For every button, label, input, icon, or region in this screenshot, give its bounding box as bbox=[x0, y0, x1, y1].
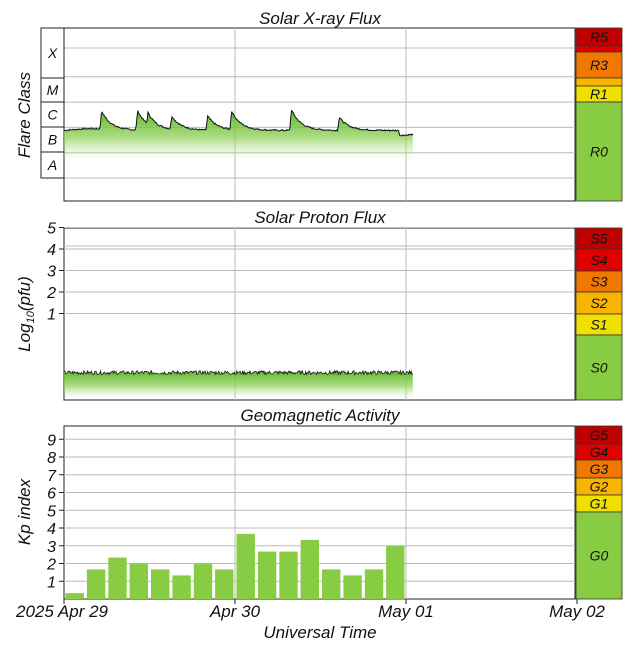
geomag-plot-frame bbox=[63, 425, 576, 600]
proton-grid bbox=[64, 227, 575, 400]
scale-label: R5 bbox=[590, 29, 608, 45]
scale-label: G5 bbox=[590, 427, 609, 443]
kp-bar bbox=[65, 593, 84, 599]
geomag-ylabel: Kp index bbox=[15, 478, 34, 545]
proton-flux-area bbox=[64, 370, 413, 398]
kp-bar bbox=[386, 545, 405, 600]
kp-bars bbox=[65, 533, 405, 600]
scale-label: G2 bbox=[590, 479, 609, 495]
time-tick-label: May 01 bbox=[378, 602, 434, 621]
scale-label: S4 bbox=[590, 252, 607, 268]
kp-tick-label: 7 bbox=[47, 468, 57, 485]
flare-class-label: B bbox=[48, 132, 57, 148]
kp-tick-label: 9 bbox=[47, 432, 56, 449]
xray-flux-area bbox=[64, 110, 413, 160]
flare-class-label: C bbox=[47, 107, 58, 123]
kp-bar bbox=[279, 551, 298, 599]
scale-cell bbox=[575, 101, 623, 202]
proton-y-ticks: 5 4 3 2 1 bbox=[46, 221, 64, 324]
scale-label: R0 bbox=[590, 144, 608, 160]
kp-tick-label: 6 bbox=[47, 486, 56, 503]
kp-bar bbox=[343, 575, 362, 599]
kp-bar bbox=[129, 563, 148, 599]
geomag-grid bbox=[64, 426, 575, 599]
kp-tick-label: 3 bbox=[47, 539, 56, 556]
scale-label: S2 bbox=[590, 295, 607, 311]
flare-class-cell bbox=[40, 151, 65, 179]
proton-title: Solar Proton Flux bbox=[254, 208, 386, 227]
proton-tick-label: 5 bbox=[47, 221, 56, 238]
kp-tick-label: 4 bbox=[47, 521, 56, 538]
flare-class-label: X bbox=[47, 45, 58, 61]
radio-blackout-scale: R5 R3 R1 R0 bbox=[575, 27, 623, 202]
kp-bar bbox=[215, 569, 234, 599]
xray-flux-line bbox=[63, 109, 414, 137]
time-tick-label: Apr 30 bbox=[209, 602, 261, 621]
proton-ylabel: Log10(pfu) bbox=[15, 276, 37, 352]
scale-label: S5 bbox=[590, 231, 607, 247]
kp-bar bbox=[172, 575, 191, 599]
proton-tick-label: 3 bbox=[47, 264, 56, 281]
scale-label: R1 bbox=[590, 86, 608, 102]
scale-cell bbox=[575, 511, 623, 600]
xray-ylabel: Flare Class bbox=[15, 72, 34, 158]
scale-label: G4 bbox=[590, 444, 609, 460]
kp-bar bbox=[108, 557, 127, 599]
xray-title: Solar X-ray Flux bbox=[259, 9, 381, 28]
proton-ylabel-main: Log bbox=[15, 323, 34, 352]
kp-bar bbox=[322, 569, 341, 599]
kp-bar bbox=[193, 563, 213, 599]
geomag-title: Geomagnetic Activity bbox=[240, 406, 401, 425]
scale-cell bbox=[575, 334, 623, 401]
scale-label: G3 bbox=[590, 461, 609, 477]
scale-label: S3 bbox=[590, 274, 607, 290]
scale-label: R3 bbox=[590, 57, 608, 73]
xray-plot-frame bbox=[63, 27, 576, 202]
proton-tick-label: 2 bbox=[46, 285, 56, 302]
kp-bar bbox=[257, 551, 277, 599]
scale-label: G0 bbox=[590, 548, 609, 564]
time-tick-label: May 02 bbox=[549, 602, 605, 621]
kp-bar bbox=[151, 569, 170, 599]
kp-bar bbox=[300, 539, 319, 599]
x-axis-label: Universal Time bbox=[263, 623, 376, 642]
proton-tick-label: 4 bbox=[47, 242, 56, 259]
flare-class-label: A bbox=[47, 157, 57, 173]
proton-tick-label: 1 bbox=[47, 307, 56, 324]
proton-panel: Solar Proton Flux 5 4 3 2 1 S5 S4 S3 S2 S1 S0 Log… bbox=[15, 208, 623, 401]
proton-flux-line bbox=[63, 369, 414, 376]
scale-label: G1 bbox=[590, 496, 609, 512]
kp-tick-label: 1 bbox=[47, 574, 56, 591]
proton-ylabel-sub: 10 bbox=[25, 310, 37, 323]
kp-bar bbox=[364, 569, 384, 599]
kp-tick-label: 2 bbox=[46, 557, 56, 574]
time-tick-label: 2025 Apr 29 bbox=[15, 602, 109, 621]
kp-bar bbox=[86, 569, 106, 599]
scale-cell bbox=[575, 51, 623, 79]
time-axis-ticks: 2025 Apr 29 Apr 30 May 01 May 02 bbox=[15, 599, 605, 621]
kp-tick-label: 8 bbox=[47, 450, 56, 467]
scale-label: S0 bbox=[590, 360, 607, 376]
scale-cell bbox=[575, 77, 623, 87]
radiation-storm-scale: S5 S4 S3 S2 S1 S0 bbox=[575, 227, 623, 401]
scale-label: S1 bbox=[590, 317, 607, 333]
kp-tick-label: 5 bbox=[47, 503, 56, 520]
flare-class-label: M bbox=[47, 82, 59, 98]
proton-ylabel-rest: (pfu) bbox=[15, 276, 34, 311]
kp-bar bbox=[236, 533, 255, 599]
scale-cell bbox=[575, 45, 623, 53]
